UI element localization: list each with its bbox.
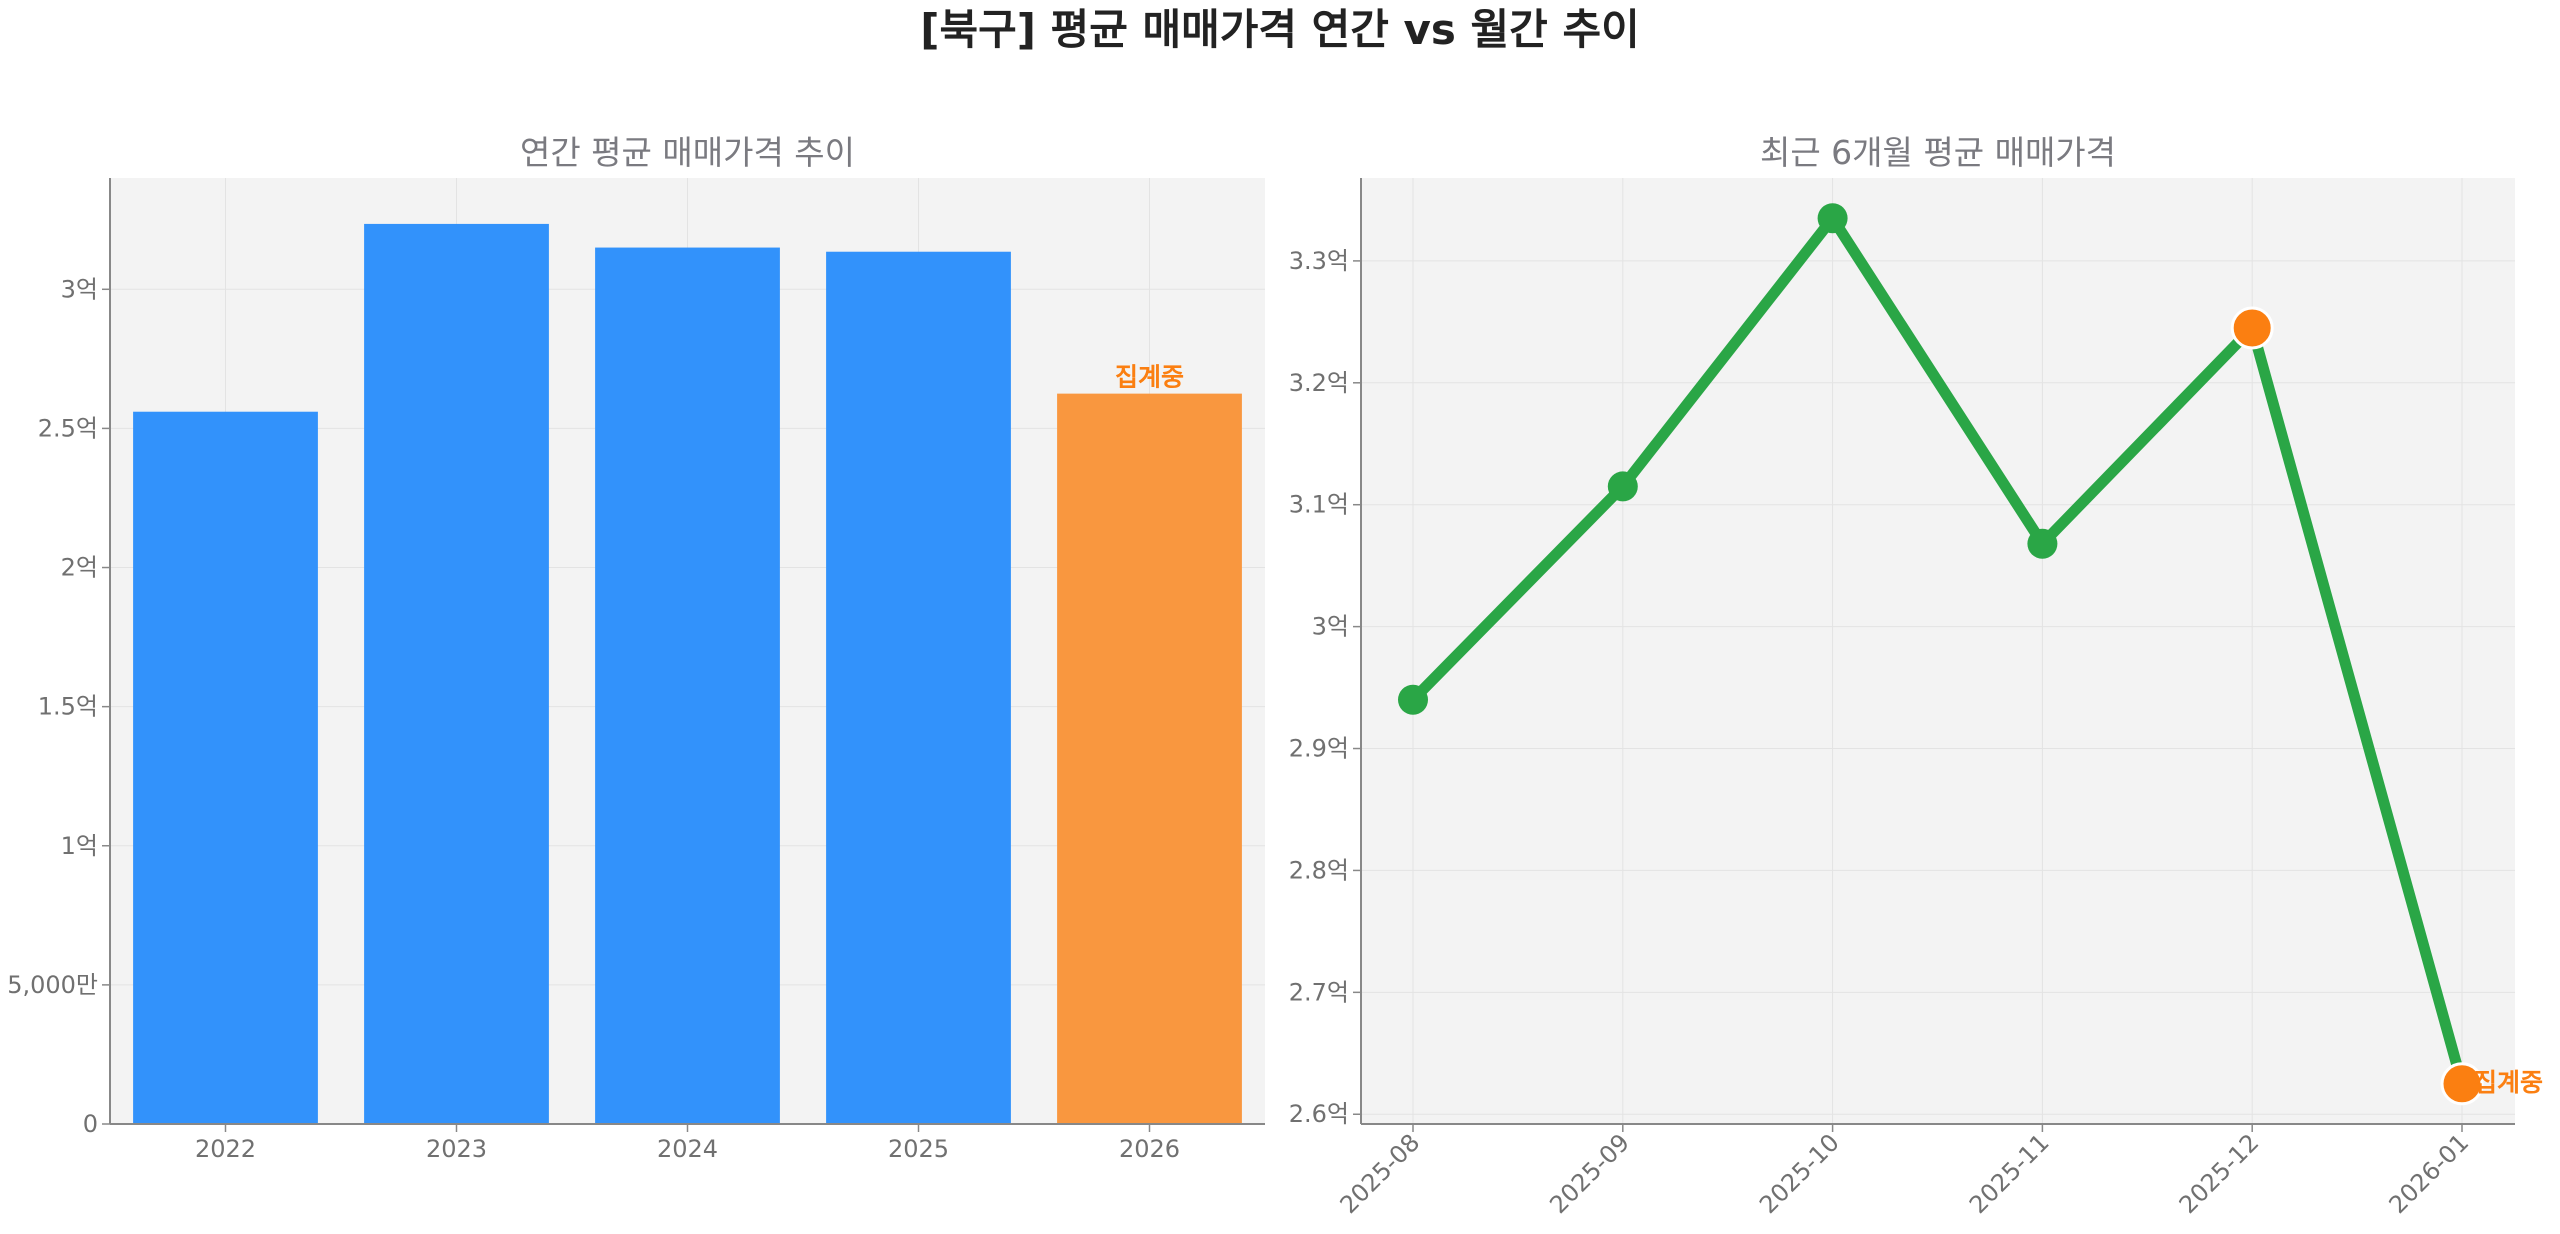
data-point: [1817, 203, 1848, 234]
x-tick-label: 2026: [1119, 1135, 1180, 1163]
x-tick-label: 2024: [657, 1135, 718, 1163]
data-point: [2027, 528, 2058, 559]
y-tick-label: 2.5억: [38, 414, 98, 442]
y-tick-label: 3.2억: [1289, 369, 1349, 397]
x-tick-label: 2026-01: [2384, 1128, 2475, 1219]
x-tick-label: 2025: [888, 1135, 949, 1163]
bar-highlighted: [1057, 393, 1242, 1125]
y-tick-label: 3억: [1312, 613, 1349, 641]
x-tick-label: 2025-11: [1964, 1128, 2055, 1219]
bar: [595, 247, 780, 1124]
series-line: [1409, 208, 2468, 1086]
y-tick-label: 1억: [61, 832, 98, 860]
plot-area-right: [1361, 178, 2515, 1124]
y-tick-label: 2.8억: [1289, 856, 1349, 884]
y-tick-label: 2.7억: [1289, 978, 1349, 1006]
chart-title-left: 연간 평균 매매가격 추이: [520, 133, 855, 172]
data-point: [1607, 471, 1638, 502]
x-tick-label: 2025-08: [1335, 1128, 1426, 1219]
y-tick-label: 2억: [61, 554, 98, 582]
y-tick-label: 1.5억: [38, 693, 98, 721]
x-tick-label: 2025-12: [2174, 1128, 2265, 1219]
x-tick-label: 2023: [426, 1135, 487, 1163]
data-point-highlighted: [2230, 306, 2274, 350]
page-title: [북구] 평균 매매가격 연간 vs 월간 추이: [920, 5, 1640, 54]
x-tick-label: 2022: [195, 1135, 256, 1163]
bar-annotation: 집계중: [1115, 363, 1184, 392]
y-tick-label: 0: [83, 1110, 98, 1138]
data-point-highlighted: [2440, 1062, 2484, 1106]
bar: [133, 411, 318, 1124]
y-tick-label: 3억: [61, 275, 98, 303]
point-annotation: 집계중: [2474, 1068, 2543, 1097]
x-tick-label: 2025-09: [1544, 1128, 1635, 1219]
bar: [826, 251, 1011, 1124]
chart-title-right: 최근 6개월 평균 매매가격: [1760, 133, 2116, 172]
y-tick-label: 2.9억: [1289, 735, 1349, 763]
data-point: [1398, 684, 1428, 715]
annual-bar-chart: 0 5,000만 1억 1.5억 2억 2.5억 3억 2022 2023 2024 2025 202…: [7, 133, 1265, 1163]
y-tick-label: 2.6억: [1289, 1100, 1349, 1128]
bar: [364, 223, 549, 1125]
x-tick-label: 2025-10: [1754, 1128, 1845, 1219]
y-tick-label: 5,000만: [7, 971, 98, 999]
y-tick-label: 3.1억: [1289, 491, 1349, 519]
y-tick-label: 3.3억: [1289, 247, 1349, 275]
